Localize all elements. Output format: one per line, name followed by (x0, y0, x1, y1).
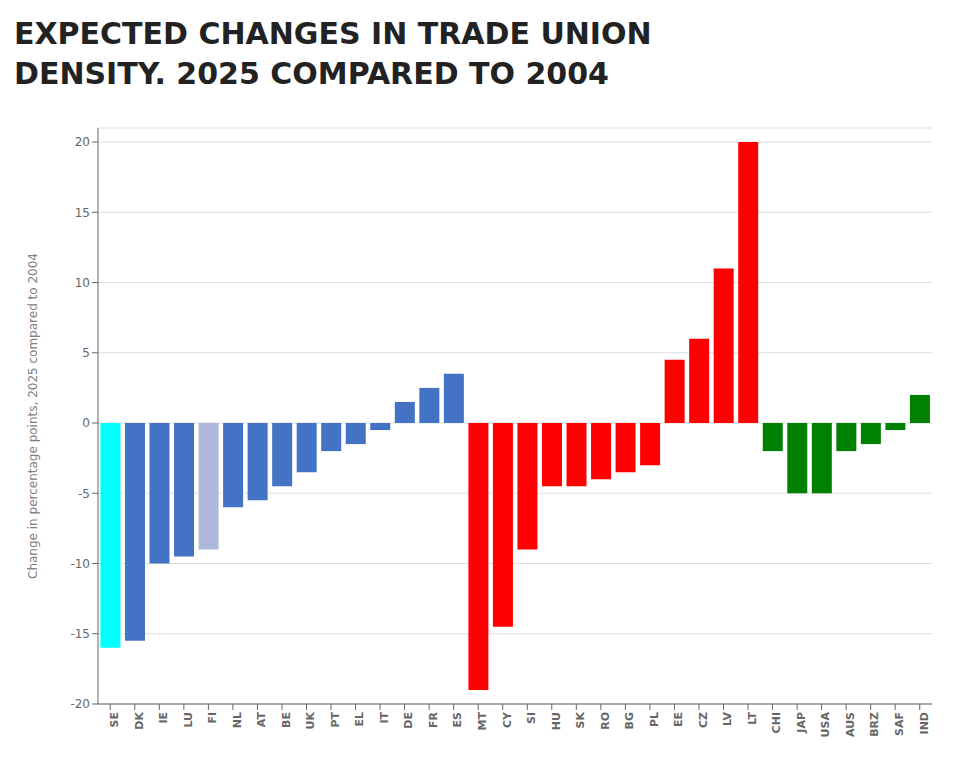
svg-text:-20: -20 (70, 697, 90, 711)
svg-text:FI: FI (206, 712, 219, 724)
svg-text:EL: EL (353, 712, 366, 727)
svg-text:BE: BE (280, 712, 293, 728)
svg-text:NL: NL (231, 712, 244, 728)
svg-text:SI: SI (525, 712, 538, 724)
svg-text:15: 15 (75, 206, 90, 220)
svg-text:-15: -15 (70, 627, 90, 641)
svg-text:SAF: SAF (893, 712, 906, 736)
svg-text:CY: CY (501, 711, 514, 728)
svg-text:JAP: JAP (795, 712, 808, 734)
svg-text:LT: LT (746, 712, 759, 725)
html-text:DENSITY. 2025 COMPARED TO 2004: DENSITY. 2025 COMPARED TO 2004 (14, 56, 609, 91)
svg-text:LV: LV (721, 712, 734, 726)
svg-text:HU: HU (550, 712, 563, 730)
svg-text:IT: IT (378, 712, 391, 724)
svg-text:FR: FR (427, 711, 440, 728)
svg-text:SE: SE (108, 712, 121, 727)
svg-text:LU: LU (182, 712, 195, 728)
html-text:EXPECTED CHANGES IN TRADE UNIO: EXPECTED CHANGES IN TRADE UNION (14, 16, 652, 51)
svg-text:IE: IE (157, 712, 170, 724)
svg-text:DE: DE (402, 712, 415, 729)
svg-text:AUS: AUS (844, 712, 857, 737)
svg-text:ES: ES (451, 712, 464, 728)
svg-text:IND: IND (918, 712, 931, 734)
svg-text:CHI: CHI (770, 712, 783, 733)
svg-text:RO: RO (599, 712, 612, 730)
svg-text:USA: USA (819, 712, 832, 738)
svg-text:0: 0 (82, 416, 90, 430)
svg-text:UK: UK (304, 712, 317, 730)
svg-text:-5: -5 (78, 487, 90, 501)
svg-text:10: 10 (75, 276, 90, 290)
svg-text:Change in percentage points, 2: Change in percentage points, 2025 compar… (26, 253, 40, 579)
svg-text:-10: -10 (70, 557, 90, 571)
svg-text:EE: EE (672, 712, 685, 727)
svg-text:PL: PL (648, 712, 661, 727)
svg-text:PT: PT (329, 712, 342, 728)
svg-text:SK: SK (574, 712, 587, 729)
svg-text:MT: MT (476, 712, 489, 731)
svg-text:BRZ: BRZ (868, 712, 881, 737)
svg-text:DK: DK (133, 712, 146, 730)
svg-text:20: 20 (75, 135, 90, 149)
svg-text:CZ: CZ (697, 712, 710, 728)
svg-text:AT: AT (255, 712, 268, 728)
svg-text:5: 5 (82, 346, 90, 360)
svg-text:BG: BG (623, 712, 636, 729)
